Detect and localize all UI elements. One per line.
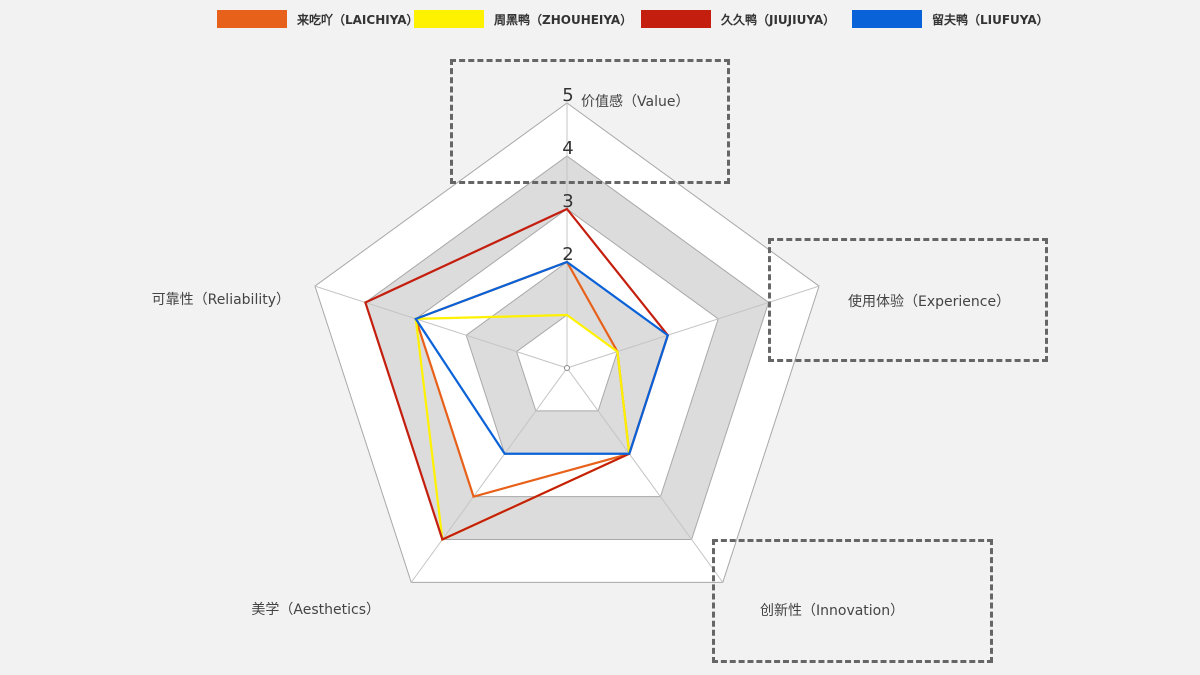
axis-line <box>410 367 568 583</box>
legend-item-zhouheiya: 周黑鸭（ZHOUHEIYA） <box>414 10 632 28</box>
legend-item-laichiya: 来吃吖（LAICHIYA） <box>217 10 419 28</box>
axis-line <box>566 285 820 369</box>
series-line-3 <box>414 260 670 455</box>
legend-swatch <box>852 10 922 28</box>
legend-swatch <box>414 10 484 28</box>
legend-label: 久久鸭（JIUJIUYA） <box>721 12 836 27</box>
legend-item-liufuya: 留夫鸭（LIUFUYA） <box>852 10 1049 28</box>
axis-label: 美学（Aesthetics） <box>251 602 380 618</box>
legend-swatch <box>217 10 287 28</box>
series-line-2 <box>364 207 670 542</box>
axis-label: 创新性（Innovation） <box>760 603 904 619</box>
legend-item-jiujiuya: 久久鸭（JIUJIUYA） <box>641 10 835 28</box>
axis-label: 使用体验（Experience） <box>848 293 1010 310</box>
tick-label: 5 <box>562 85 573 106</box>
center-dot <box>564 365 570 371</box>
axis-line <box>314 285 568 369</box>
legend: 来吃吖（LAICHIYA） 周黑鸭（ZHOUHEIYA） 久久鸭（JIUJIUY… <box>0 10 1200 34</box>
legend-label: 留夫鸭（LIUFUYA） <box>932 12 1049 27</box>
legend-label: 来吃吖（LAICHIYA） <box>297 12 419 27</box>
tick-label: 2 <box>562 244 573 265</box>
tick-label: 4 <box>562 138 573 159</box>
axis-label: 价值感（Value） <box>581 93 689 110</box>
legend-swatch <box>641 10 711 28</box>
axis-line <box>566 367 724 583</box>
highlight-box-innovation <box>712 539 993 663</box>
axis-label: 可靠性（Reliability） <box>152 292 290 308</box>
legend-label: 周黑鸭（ZHOUHEIYA） <box>494 12 633 27</box>
tick-label: 3 <box>562 191 573 212</box>
highlight-box-value <box>450 59 730 184</box>
highlight-box-experience <box>768 238 1048 362</box>
